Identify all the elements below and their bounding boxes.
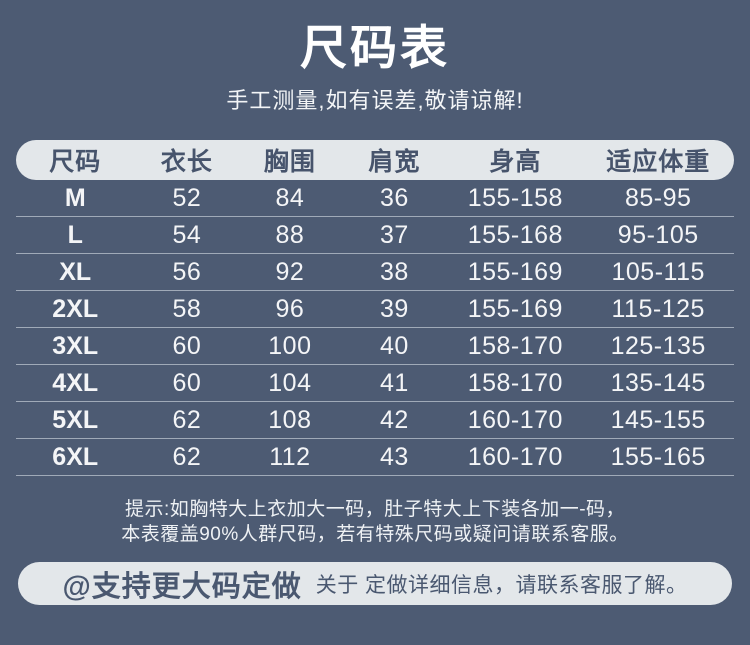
table-cell: 104 xyxy=(268,368,312,397)
size-label-cell: XL xyxy=(59,257,92,286)
size-label-cell: 5XL xyxy=(52,405,99,434)
table-cell: 62 xyxy=(172,442,202,471)
table-cell: 155-165 xyxy=(610,442,706,471)
table-cell: 115-125 xyxy=(611,294,705,323)
header-cell: 适应体重 xyxy=(606,148,711,176)
table-cell: 158-170 xyxy=(467,331,563,360)
custom-size-banner: @支持更大码定做 关于 定做详细信息，请联系客服了解。 xyxy=(18,562,732,605)
table-cell: 43 xyxy=(379,442,409,471)
table-cell: 155-169 xyxy=(467,294,563,323)
size-label-cell: M xyxy=(64,183,86,212)
custom-size-badge: @支持更大码定做 xyxy=(62,570,302,603)
table-cell: 88 xyxy=(275,220,305,249)
size-label-cell: L xyxy=(67,220,83,249)
table-cell: 60 xyxy=(172,331,202,360)
table-cell: 84 xyxy=(275,183,305,212)
table-cell: 100 xyxy=(268,331,312,360)
table-cell: 42 xyxy=(379,405,409,434)
table-cell: 108 xyxy=(268,405,312,434)
header-cell: 身高 xyxy=(489,148,542,176)
table-row: XL 56 92 38 155-169 105-115 xyxy=(16,254,734,291)
table-cell: 38 xyxy=(379,257,409,286)
table-cell: 155-169 xyxy=(467,257,563,286)
table-cell: 41 xyxy=(379,368,409,397)
table-row: 2XL 58 96 39 155-169 115-125 xyxy=(16,291,734,328)
table-row: M 52 84 36 155-158 85-95 xyxy=(16,180,734,217)
table-cell: 145-155 xyxy=(610,405,706,434)
size-note-line-2: 本表覆盖90%人群尺码，若有特殊尺码或疑问请联系客服。 xyxy=(121,524,629,545)
size-table-header-row: 尺码 衣长 胸围 肩宽 身高 适应体重 xyxy=(16,140,734,180)
size-label-cell: 3XL xyxy=(52,331,99,360)
table-cell: 52 xyxy=(172,183,202,212)
table-cell: 37 xyxy=(379,220,409,249)
table-cell: 160-170 xyxy=(467,405,563,434)
table-row: 5XL 62 108 42 160-170 145-155 xyxy=(16,402,734,439)
table-cell: 60 xyxy=(172,368,202,397)
size-label-cell: 6XL xyxy=(52,442,99,471)
table-cell: 62 xyxy=(172,405,202,434)
table-cell: 58 xyxy=(172,294,202,323)
table-cell: 158-170 xyxy=(467,368,563,397)
table-cell: 135-145 xyxy=(610,368,706,397)
page-subtitle: 手工测量,如有误差,敬请谅解! xyxy=(226,88,524,113)
table-row: L 54 88 37 155-168 95-105 xyxy=(16,217,734,254)
table-cell: 92 xyxy=(275,257,305,286)
table-cell: 155-158 xyxy=(467,183,563,212)
table-cell: 54 xyxy=(172,220,202,249)
size-label-cell: 2XL xyxy=(52,294,99,323)
page-title: 尺码表 xyxy=(300,21,450,74)
header-cell: 衣长 xyxy=(160,148,213,176)
size-table-body: M 52 84 36 155-158 85-95 L 54 88 37 155-168 95-105 X… xyxy=(16,180,734,476)
size-table: 尺码 衣长 胸围 肩宽 身高 适应体重 M 52 84 36 155-158 85-95 L 54 88 3… xyxy=(16,140,734,476)
header-cell: 肩宽 xyxy=(368,148,421,176)
table-row: 4XL 60 104 41 158-170 135-145 xyxy=(16,365,734,402)
table-cell: 112 xyxy=(269,442,311,471)
size-label-cell: 4XL xyxy=(52,368,99,397)
table-cell: 56 xyxy=(172,257,202,286)
table-cell: 125-135 xyxy=(610,331,706,360)
size-note: 提示:如胸特大上衣加大一码，肚子特大上下装各加一-码， 本表覆盖90%人群尺码，… xyxy=(0,497,750,547)
table-cell: 85-95 xyxy=(624,183,692,212)
header-cell: 尺码 xyxy=(49,148,102,176)
table-row: 6XL 62 112 43 160-170 155-165 xyxy=(16,439,734,476)
table-cell: 39 xyxy=(379,294,409,323)
table-cell: 96 xyxy=(275,294,305,323)
custom-size-info: 关于 定做详细信息，请联系客服了解。 xyxy=(315,573,688,597)
size-note-line-1: 提示:如胸特大上衣加大一码，肚子特大上下装各加一-码， xyxy=(124,499,626,520)
table-cell: 105-115 xyxy=(611,257,705,286)
table-cell: 160-170 xyxy=(467,442,563,471)
table-row: 3XL 60 100 40 158-170 125-135 xyxy=(16,328,734,365)
table-cell: 95-105 xyxy=(617,220,699,249)
header-cell: 胸围 xyxy=(263,148,316,176)
table-cell: 40 xyxy=(379,331,409,360)
table-cell: 155-168 xyxy=(467,220,563,249)
table-cell: 36 xyxy=(379,183,409,212)
